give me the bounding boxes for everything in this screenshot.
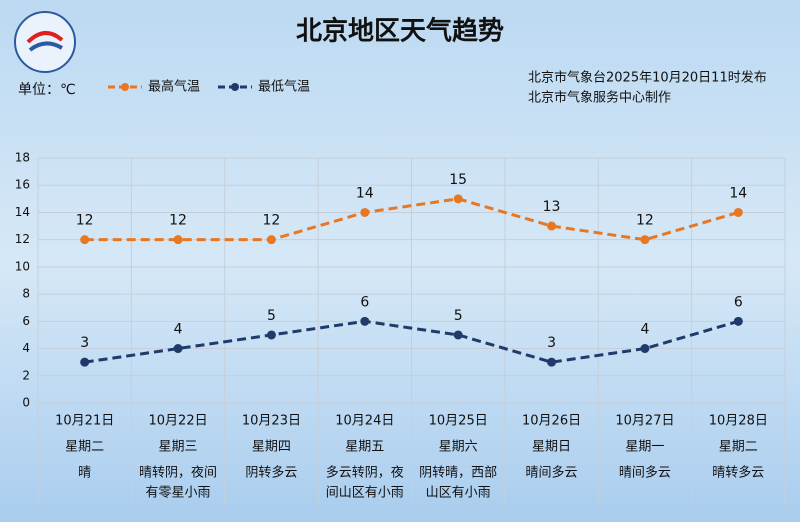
data-point — [360, 207, 370, 217]
weather-label: 晴转阴，夜间 — [139, 466, 217, 481]
data-point — [360, 316, 370, 326]
y-tick-label: 8 — [22, 287, 30, 301]
x-tick-label: 10月27日 — [615, 414, 674, 429]
data-label: 5 — [267, 308, 276, 324]
weekday-label: 星期五 — [345, 440, 384, 455]
data-label: 13 — [543, 199, 561, 215]
x-tick-label: 10月25日 — [429, 414, 488, 429]
data-point — [453, 330, 463, 340]
weather-label: 有零星小雨 — [146, 486, 211, 501]
y-tick-label: 10 — [15, 259, 30, 273]
data-label: 15 — [449, 172, 467, 188]
weekday-label: 星期四 — [252, 440, 291, 455]
y-tick-label: 12 — [15, 232, 30, 246]
x-tick-label: 10月23日 — [242, 414, 301, 429]
y-tick-label: 18 — [15, 151, 30, 165]
data-point — [547, 357, 557, 367]
data-point — [733, 316, 743, 326]
weather-label: 山区有小雨 — [426, 486, 491, 501]
data-label: 6 — [360, 294, 369, 310]
weather-label: 间山区有小雨 — [326, 486, 404, 501]
data-label: 3 — [547, 335, 556, 351]
chart-title: 北京地区天气趋势 — [296, 16, 504, 47]
weather-label: 阴转晴，西部 — [419, 466, 497, 481]
source-text: 北京市气象台2025年10月20日11时发布 — [528, 70, 767, 86]
data-point — [640, 344, 650, 354]
series-line — [84, 319, 739, 364]
weather-label: 多云转阴，夜 — [326, 465, 404, 481]
data-label: 6 — [734, 294, 743, 310]
data-label: 14 — [356, 185, 374, 201]
data-point — [80, 357, 90, 367]
y-tick-label: 4 — [22, 341, 30, 355]
y-tick-label: 16 — [15, 178, 30, 192]
weather-label: 晴间多云 — [619, 465, 671, 481]
x-tick-label: 10月21日 — [55, 414, 114, 429]
logo — [14, 11, 76, 73]
weekday-label: 星期二 — [719, 440, 758, 455]
x-tick-label: 10月28日 — [709, 414, 768, 429]
data-point — [266, 235, 276, 245]
data-point — [453, 194, 463, 204]
y-tick-label: 14 — [15, 205, 30, 219]
data-label: 12 — [169, 213, 187, 229]
weather-label: 晴转多云 — [712, 465, 764, 481]
data-label: 4 — [174, 322, 183, 338]
weather-label: 晴 — [78, 466, 91, 481]
data-point — [733, 207, 743, 217]
series-line — [84, 197, 739, 242]
data-label: 12 — [636, 213, 654, 229]
data-point — [80, 235, 90, 245]
data-point — [640, 235, 650, 245]
y-tick-label: 0 — [22, 396, 30, 410]
weather-label: 阴转多云 — [245, 465, 297, 481]
data-label: 3 — [80, 335, 89, 351]
y-tick-label: 2 — [22, 368, 30, 382]
legend-marker — [231, 83, 239, 91]
weather-label: 晴间多云 — [526, 465, 578, 481]
weekday-label: 星期六 — [439, 440, 478, 455]
source-text: 北京市气象服务中心制作 — [528, 90, 671, 106]
unit-label: 单位：℃ — [18, 82, 76, 98]
weekday-label: 星期二 — [65, 440, 104, 455]
data-label: 4 — [640, 322, 649, 338]
data-label: 12 — [76, 213, 94, 229]
data-point — [266, 330, 276, 340]
weekday-label: 星期一 — [625, 440, 664, 455]
x-tick-label: 10月26日 — [522, 414, 581, 429]
data-point — [173, 344, 183, 354]
data-label: 12 — [263, 213, 281, 229]
legend-label: 最低气温 — [258, 79, 310, 95]
y-tick-label: 6 — [22, 314, 30, 328]
legend-label: 最高气温 — [148, 79, 200, 95]
x-tick-label: 10月24日 — [335, 414, 394, 429]
legend-marker — [121, 83, 129, 91]
data-point — [173, 235, 183, 245]
weekday-label: 星期日 — [532, 440, 571, 455]
x-tick-label: 10月22日 — [149, 414, 208, 429]
data-label: 14 — [729, 185, 747, 201]
weekday-label: 星期三 — [159, 440, 198, 455]
data-point — [547, 221, 557, 231]
data-label: 5 — [454, 308, 463, 324]
